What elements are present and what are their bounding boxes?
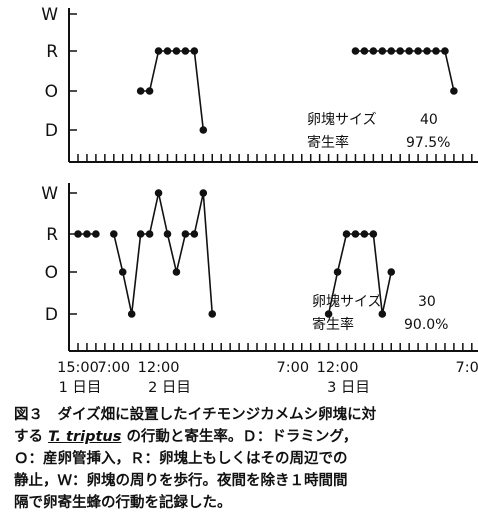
chart-bottom: D OR W 卵塊サイズ 30 寄生率 90.0% — [41, 183, 478, 352]
parasitism-label: 寄生率 — [312, 316, 354, 333]
data-point — [351, 230, 360, 238]
x-tick-label: 7:00 — [98, 360, 131, 376]
egg-mass-value: 30 — [418, 294, 436, 310]
y-tick-label-d: D — [45, 121, 58, 141]
data-point — [163, 47, 172, 55]
data-point — [342, 230, 351, 238]
y-tick-label-o: O — [45, 82, 58, 102]
caption-line-4: 静止，Ｗ：卵塊の周りを歩行。夜間を除き１時間間 — [14, 473, 348, 489]
caption-line-2: する T. triptus の行動と寄生率。Ｄ：ドラミング， — [14, 429, 358, 445]
data-point — [378, 310, 387, 318]
figure-caption: 図３ ダイズ畑に設置したイチモンジカメムシ卵塊に対 する T. triptus … — [14, 404, 469, 514]
data-point — [154, 47, 163, 55]
data-point — [387, 47, 396, 55]
figure-number: 図３ — [14, 407, 43, 423]
data-point — [145, 230, 154, 238]
caption-line-3: Ｏ：産卵管挿入，Ｒ：卵塊上もしくはその周辺での — [14, 451, 348, 467]
data-point — [360, 47, 369, 55]
x-tick-label: 15:00 — [57, 360, 99, 376]
data-point — [110, 230, 118, 238]
data-point — [324, 310, 333, 318]
data-point — [136, 87, 145, 95]
parasitism-value: 90.0% — [404, 317, 448, 333]
data-point — [360, 230, 369, 238]
species-name: T. triptus — [48, 429, 122, 445]
data-point — [74, 230, 82, 238]
data-point — [414, 47, 422, 55]
data-point — [396, 47, 405, 55]
data-point — [208, 310, 217, 318]
y-tick-label-w: W — [41, 184, 58, 204]
parasitism-value: 97.5% — [406, 135, 450, 151]
data-point — [181, 230, 190, 238]
day-label: 2 日目 — [148, 380, 191, 396]
data-point — [387, 268, 396, 276]
egg-mass-label: 卵塊サイズ — [312, 294, 382, 310]
data-point — [190, 47, 199, 55]
data-point — [351, 47, 360, 55]
data-point — [432, 47, 440, 55]
data-point — [369, 230, 378, 238]
y-tick-label-r: R — [46, 225, 58, 245]
data-point — [378, 47, 387, 55]
series-line-1 — [355, 50, 455, 92]
data-point — [127, 310, 136, 318]
data-point — [92, 230, 100, 238]
data-point — [154, 189, 163, 197]
data-point — [136, 230, 145, 238]
y-tick-label-r: R — [46, 42, 58, 62]
y-tick-label-w: W — [41, 5, 58, 25]
x-tick-label: 7:00 — [456, 360, 478, 376]
caption-line-1: 図３ ダイズ畑に設置したイチモンジカメムシ卵塊に対 — [14, 407, 377, 423]
data-point — [145, 87, 154, 95]
y-tick-label-d: D — [45, 305, 58, 325]
data-point — [199, 126, 208, 134]
data-point — [199, 189, 208, 197]
parasitism-label: 寄生率 — [307, 134, 349, 151]
y-tick-label-o: O — [45, 263, 58, 283]
data-point — [163, 230, 172, 238]
data-point — [369, 47, 378, 55]
data-point — [118, 268, 127, 276]
data-point — [172, 268, 181, 276]
day-label: 1 日目 — [59, 380, 102, 396]
data-point — [423, 47, 431, 55]
data-point — [181, 47, 190, 55]
day-label: 3 日目 — [327, 380, 370, 396]
egg-mass-value: 40 — [420, 112, 438, 128]
data-point — [441, 47, 449, 55]
data-point — [172, 47, 181, 55]
caption-line-5: 隔で卵寄生蜂の行動を記録した。 — [14, 495, 232, 511]
data-point — [190, 230, 199, 238]
egg-mass-label: 卵塊サイズ — [307, 112, 377, 128]
x-tick-label: 12:00 — [138, 360, 180, 376]
data-point — [405, 47, 413, 55]
series-line-2 — [327, 233, 393, 315]
data-point — [83, 230, 91, 238]
data-point — [450, 87, 458, 95]
data-point — [333, 268, 342, 276]
x-tick-label: 12:00 — [317, 360, 359, 376]
series-line-1 — [113, 192, 214, 315]
x-tick-label: 7:00 — [277, 360, 310, 376]
